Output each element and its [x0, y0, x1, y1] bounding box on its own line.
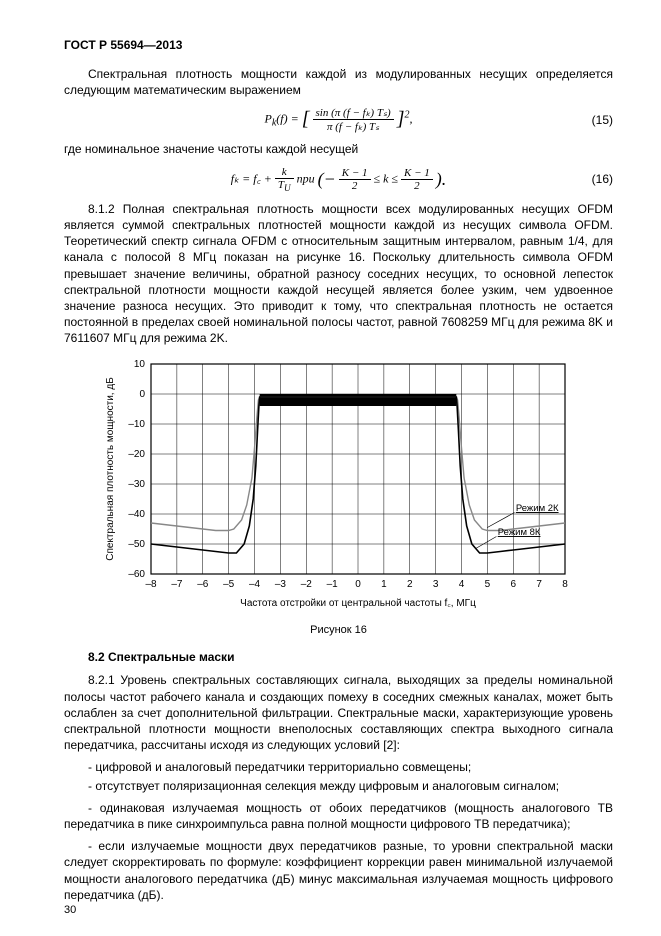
eq16-mid2: ≤ k ≤: [374, 171, 402, 185]
eq15-comma: ,: [410, 112, 413, 126]
eq16-num1: k: [275, 166, 294, 179]
svg-text:–5: –5: [223, 579, 235, 590]
svg-text:2: 2: [406, 579, 412, 590]
svg-text:–3: –3: [274, 579, 286, 590]
eq16-lb: (−: [318, 169, 336, 189]
bullet-4: - если излучаемые мощности двух передатч…: [64, 838, 613, 903]
svg-text:–1: –1: [326, 579, 338, 590]
eq16-lhs: fₖ = f꜀ +: [231, 171, 272, 185]
svg-text:Режим 8К: Режим 8К: [497, 527, 540, 538]
eq16-den3: 2: [401, 180, 433, 192]
svg-text:–40: –40: [128, 509, 145, 520]
figure-caption: Рисунок 16: [64, 624, 613, 636]
doc-standard-id: ГОСТ Р 55694—2013: [64, 38, 613, 52]
eq16-mid: при: [297, 171, 318, 185]
svg-text:–20: –20: [128, 449, 145, 460]
eq16-num3: K − 1: [401, 167, 433, 180]
svg-text:7: 7: [536, 579, 542, 590]
svg-text:Спектральная плотность мощност: Спектральная плотность мощности, дБ: [105, 377, 116, 561]
equation-16: fₖ = f꜀ + k TU при (− K − 1 2 ≤ k ≤ K − …: [64, 166, 613, 193]
eq16-number: (16): [592, 172, 613, 186]
equation-15: Pk(f) = [ sin (π (f − fₖ) Tₛ) π (f − fₖ)…: [64, 106, 613, 133]
intro-paragraph: Спектральная плотность мощности каждой и…: [64, 66, 613, 98]
svg-text:–50: –50: [128, 539, 145, 550]
bullet-2: - отсутствует поляризационная селекция м…: [64, 778, 613, 794]
svg-text:–2: –2: [300, 579, 312, 590]
eq15-lhs: P: [264, 112, 271, 126]
svg-text:–10: –10: [128, 419, 145, 430]
svg-text:–8: –8: [145, 579, 157, 590]
bullet-1: - цифровой и аналоговый передатчики терр…: [64, 759, 613, 775]
section-8-2-heading: 8.2 Спектральные маски: [64, 650, 613, 664]
svg-text:–6: –6: [197, 579, 209, 590]
svg-text:3: 3: [432, 579, 438, 590]
spectrum-chart: –8–7–6–5–4–3–2–1012345678100–10–20–30–40…: [99, 356, 579, 616]
svg-text:–60: –60: [128, 569, 145, 580]
svg-text:10: 10: [133, 359, 145, 370]
eq16-num2: K − 1: [339, 167, 371, 180]
svg-text:5: 5: [484, 579, 490, 590]
svg-text:Частота отстройки от центральн: Частота отстройки от центральной частоты…: [240, 598, 476, 609]
eq16-rb: ).: [436, 169, 447, 189]
eq16-den1sub: U: [284, 183, 291, 193]
svg-text:0: 0: [355, 579, 361, 590]
svg-text:8: 8: [562, 579, 568, 590]
paragraph-8-1-2: 8.1.2 Полная спектральная плотность мощн…: [64, 201, 613, 347]
svg-text:6: 6: [510, 579, 516, 590]
svg-text:–4: –4: [248, 579, 260, 590]
svg-text:–30: –30: [128, 479, 145, 490]
eq15-number: (15): [592, 113, 613, 127]
eq16-den2: 2: [339, 180, 371, 192]
bullet-3: - одинаковая излучаемая мощность от обои…: [64, 800, 613, 832]
page-number: 30: [64, 904, 76, 916]
where-paragraph: где номинальное значение частоты каждой …: [64, 141, 613, 157]
svg-text:–7: –7: [171, 579, 183, 590]
svg-text:0: 0: [139, 389, 145, 400]
svg-text:4: 4: [458, 579, 464, 590]
svg-text:1: 1: [381, 579, 387, 590]
eq15-arg: (f) =: [276, 112, 298, 126]
paragraph-8-2-1: 8.2.1 Уровень спектральных составляющих …: [64, 672, 613, 753]
eq15-den: π (f − fₖ) Tₛ: [313, 120, 394, 133]
eq15-num: sin (π (f − fₖ) Tₛ): [313, 106, 394, 120]
chart-svg: –8–7–6–5–4–3–2–1012345678100–10–20–30–40…: [99, 356, 579, 616]
svg-text:Режим 2К: Режим 2К: [515, 503, 558, 514]
